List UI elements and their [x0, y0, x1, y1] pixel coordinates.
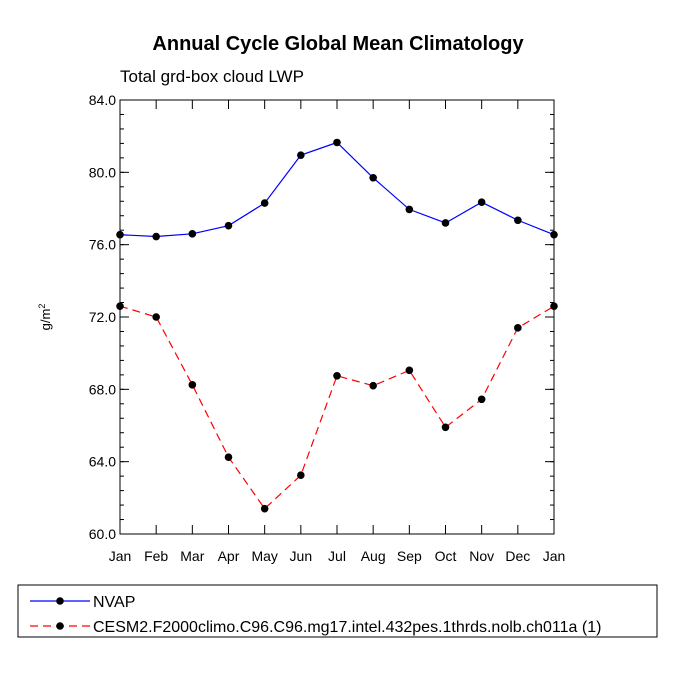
- data-point-1-0: [116, 302, 124, 310]
- x-tick-label: Sep: [397, 548, 422, 564]
- x-tick-label: Feb: [144, 548, 168, 564]
- x-tick-label: Nov: [469, 548, 494, 564]
- data-point-0-7: [369, 173, 377, 182]
- data-point-0-10: [477, 198, 486, 206]
- data-point-0-1: [152, 232, 160, 241]
- x-tick-label: Mar: [180, 548, 204, 564]
- data-point-0-0: [116, 230, 124, 239]
- x-tick-label: Dec: [505, 548, 530, 564]
- data-point-1-2: [188, 381, 197, 389]
- legend-box: [17, 584, 658, 638]
- y-tick-label: 72.0: [89, 309, 116, 325]
- legend-label-cesm2: CESM2.F2000climo.C96.C96.mg17.intel.432p…: [93, 619, 601, 636]
- plot-area: 60.0 64.0 68.0 72.0 76.0 80.0 84.0 Jan Feb Mar Ap…: [89, 92, 566, 564]
- legend-label-nvap: NVAP: [93, 594, 135, 611]
- x-ticks: Jan Feb Mar Apr May Jun Jul Aug Sep Oct Nov Dec Jan: [109, 100, 566, 564]
- data-point-0-12: [550, 230, 558, 239]
- data-point-1-12: [550, 302, 558, 310]
- series-layer: [116, 138, 558, 513]
- x-tick-label: May: [251, 548, 277, 564]
- x-tick-label: Oct: [435, 548, 457, 564]
- legend: NVAP CESM2.F2000climo.C96.C96.mg17.intel…: [17, 584, 658, 638]
- data-point-0-6: [333, 138, 341, 147]
- y-minor-ticks: [120, 99, 554, 535]
- data-point-1-7: [369, 381, 377, 390]
- data-point-0-8: [405, 205, 414, 214]
- data-point-0-11: [514, 216, 522, 225]
- data-point-1-4: [260, 504, 269, 513]
- chart-subtitle: Total grd-box cloud LWP: [120, 67, 304, 86]
- data-point-1-1: [152, 313, 160, 321]
- y-tick-label: 84.0: [89, 92, 116, 108]
- legend-entry-nvap: NVAP: [30, 594, 135, 611]
- series-line-0: [119, 141, 555, 238]
- x-tick-label: Jan: [543, 548, 566, 564]
- data-point-1-8: [405, 366, 414, 375]
- data-point-0-3: [224, 221, 233, 230]
- legend-marker-cesm2: [56, 622, 64, 630]
- y-tick-label: 68.0: [89, 381, 116, 397]
- legend-entry-cesm2: CESM2.F2000climo.C96.C96.mg17.intel.432p…: [30, 619, 601, 636]
- data-point-1-10: [477, 395, 486, 404]
- data-point-0-9: [441, 219, 450, 227]
- x-tick-label: Aug: [361, 548, 386, 564]
- data-point-1-3: [224, 453, 233, 461]
- data-point-1-9: [441, 423, 450, 432]
- x-tick-label: Jun: [290, 548, 313, 564]
- legend-marker-nvap: [56, 597, 64, 605]
- plot-frame: [119, 99, 555, 535]
- x-tick-label: Apr: [218, 548, 240, 564]
- series-line-1: [119, 305, 555, 510]
- y-axis-label: g/m2: [37, 304, 53, 331]
- y-tick-label: 80.0: [89, 164, 116, 180]
- y-tick-label: 64.0: [89, 454, 116, 470]
- data-point-1-5: [297, 471, 305, 480]
- y-tick-label: 76.0: [89, 237, 116, 253]
- data-point-0-4: [260, 199, 269, 207]
- data-point-0-5: [297, 151, 305, 159]
- data-point-1-6: [333, 371, 341, 380]
- y-major-ticks: 60.0 64.0 68.0 72.0 76.0 80.0 84.0: [89, 92, 554, 542]
- chart-title: Annual Cycle Global Mean Climatology: [152, 33, 524, 55]
- y-tick-label: 60.0: [89, 526, 116, 542]
- x-tick-label: Jan: [109, 548, 132, 564]
- data-point-1-11: [514, 324, 522, 332]
- x-tick-label: Jul: [328, 548, 346, 564]
- data-point-0-2: [188, 230, 197, 238]
